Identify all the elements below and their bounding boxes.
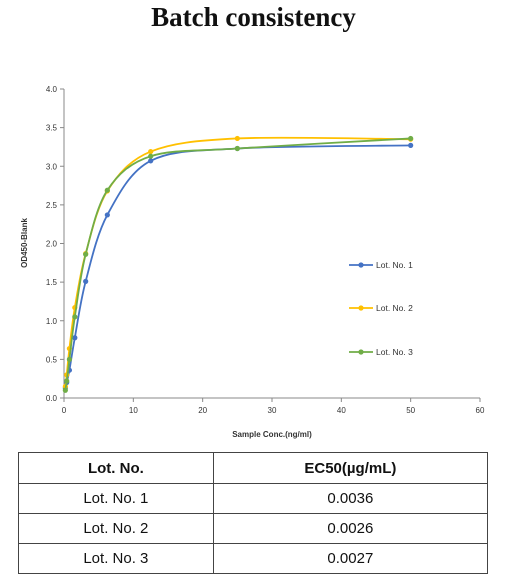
cell-ec50-value: 0.0027 <box>212 543 489 574</box>
y-axis-title: OD450-Blank <box>20 218 29 268</box>
x-tick-label: 20 <box>198 406 207 415</box>
data-point <box>104 187 110 193</box>
cell-ec50-value: 0.0036 <box>212 483 489 514</box>
y-tick-label: 2.5 <box>46 201 58 210</box>
y-tick-label: 1.0 <box>46 317 58 326</box>
table-row: Lot. No. 3 0.0027 <box>18 543 489 574</box>
x-tick-label: 60 <box>476 406 485 415</box>
legend-label: Lot. No. 2 <box>376 303 413 313</box>
data-point <box>148 153 154 159</box>
x-tick-label: 0 <box>62 406 67 415</box>
legend-item: Lot. No. 3 <box>349 347 413 357</box>
cell-lot-name: Lot. No. 1 <box>18 483 214 514</box>
table-row: Lot. No. 1 0.0036 <box>18 483 489 514</box>
legend-item: Lot. No. 2 <box>349 303 413 313</box>
data-point <box>148 158 154 164</box>
data-point <box>104 212 110 218</box>
legend-label: Lot. No. 3 <box>376 347 413 357</box>
header-ec50: EC50(µg/mL) <box>212 452 489 484</box>
y-tick-label: 0.5 <box>46 355 58 364</box>
ec50-table: Lot. No. EC50(µg/mL) Lot. No. 1 0.0036 L… <box>18 452 489 574</box>
data-point <box>83 278 89 284</box>
y-tick-label: 4.0 <box>46 85 58 94</box>
table-row: Lot. No. 2 0.0026 <box>18 513 489 544</box>
series-line <box>64 136 411 387</box>
data-point <box>148 148 154 155</box>
x-tick-label: 10 <box>129 406 138 415</box>
x-tick-label: 40 <box>337 406 346 415</box>
data-point <box>83 251 89 257</box>
data-point <box>64 378 70 384</box>
cell-ec50-value: 0.0026 <box>212 513 489 544</box>
data-point <box>234 135 240 142</box>
y-tick-label: 2.0 <box>46 240 58 249</box>
series-lot-3 <box>62 135 414 393</box>
data-point <box>62 387 68 393</box>
x-axis-title: Sample Conc.(ng/ml) <box>232 430 312 439</box>
y-tick-label: 3.5 <box>46 124 58 133</box>
x-tick-label: 30 <box>268 406 277 415</box>
y-tick-label: 3.0 <box>46 162 58 171</box>
legend-label: Lot. No. 1 <box>376 260 413 270</box>
header-lot-no: Lot. No. <box>18 452 214 484</box>
data-point <box>66 356 73 362</box>
data-point <box>72 335 78 341</box>
y-tick-label: 0.0 <box>46 394 58 403</box>
data-point <box>72 314 78 320</box>
legend-swatch-marker <box>358 305 364 311</box>
legend-item: Lot. No. 1 <box>349 260 413 270</box>
table-header-row: Lot. No. EC50(µg/mL) <box>18 452 489 484</box>
data-point <box>234 145 240 152</box>
legend-swatch-marker <box>358 262 364 268</box>
od450-chart: 0.0 0.5 1.0 1.5 2.0 2.5 3.0 3.5 4.0 0 10 20 30 40 50 6… <box>20 85 485 439</box>
page-title: Batch consistency <box>151 2 356 32</box>
x-tick-label: 50 <box>406 406 415 415</box>
data-point <box>408 135 414 142</box>
y-tick-label: 1.5 <box>46 278 58 287</box>
legend-swatch-marker <box>358 349 364 355</box>
cell-lot-name: Lot. No. 2 <box>18 513 214 544</box>
data-point <box>408 142 414 148</box>
cell-lot-name: Lot. No. 3 <box>18 543 214 574</box>
